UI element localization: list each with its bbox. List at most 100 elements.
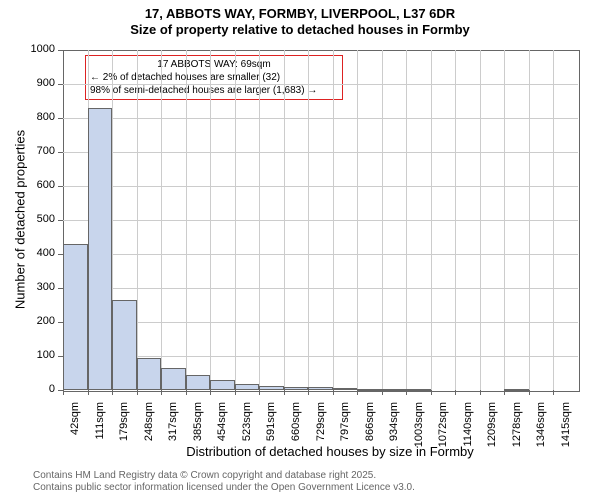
gridline-v: [210, 50, 211, 390]
histogram-bar: [382, 389, 407, 391]
annotation-line-1: 17 ABBOTS WAY: 69sqm: [90, 58, 338, 71]
x-tick: [63, 390, 64, 395]
y-tick: [58, 118, 63, 119]
histogram-bar: [357, 389, 382, 391]
annotation-line-3: 98% of semi-detached houses are larger (…: [90, 84, 338, 97]
gridline-v: [553, 50, 554, 390]
chart-container: 17, ABBOTS WAY, FORMBY, LIVERPOOL, L37 6…: [0, 0, 600, 500]
gridline-h: [63, 84, 578, 85]
histogram-bar: [259, 386, 284, 390]
y-tick: [58, 220, 63, 221]
x-tick-label: 1346sqm: [535, 402, 547, 452]
histogram-bar: [333, 388, 358, 390]
histogram-bar: [504, 389, 529, 391]
gridline-h: [63, 322, 578, 323]
annotation-box: 17 ABBOTS WAY: 69sqm ← 2% of detached ho…: [85, 55, 343, 100]
x-tick: [112, 390, 113, 395]
histogram-bar: [63, 244, 88, 390]
x-tick-label: 591sqm: [265, 402, 277, 452]
gridline-v: [308, 50, 309, 390]
gridline-h: [63, 220, 578, 221]
x-tick-label: 934sqm: [388, 402, 400, 452]
y-tick: [58, 152, 63, 153]
plot-area: [63, 50, 580, 392]
y-tick-label: 100: [23, 349, 55, 361]
x-tick-label: 317sqm: [167, 402, 179, 452]
x-tick: [210, 390, 211, 395]
x-tick-label: 385sqm: [192, 402, 204, 452]
x-tick: [455, 390, 456, 395]
attribution-line-1: Contains HM Land Registry data © Crown c…: [33, 470, 415, 482]
y-tick-label: 600: [23, 179, 55, 191]
gridline-v: [186, 50, 187, 390]
histogram-bar: [284, 387, 309, 390]
gridline-h: [63, 254, 578, 255]
x-tick-label: 866sqm: [364, 402, 376, 452]
x-axis-label: Distribution of detached houses by size …: [160, 444, 500, 459]
y-tick: [58, 84, 63, 85]
gridline-v: [333, 50, 334, 390]
y-tick-label: 500: [23, 213, 55, 225]
attribution-line-2: Contains public sector information licen…: [33, 482, 415, 494]
x-tick-label: 42sqm: [69, 402, 81, 452]
x-tick-label: 1209sqm: [486, 402, 498, 452]
x-tick: [480, 390, 481, 395]
x-tick: [259, 390, 260, 395]
annotation-line-2: ← 2% of detached houses are smaller (32): [90, 71, 338, 84]
gridline-v: [137, 50, 138, 390]
gridline-v: [235, 50, 236, 390]
title-line-2: Size of property relative to detached ho…: [0, 22, 600, 38]
gridline-v: [431, 50, 432, 390]
x-tick: [333, 390, 334, 395]
x-tick-label: 248sqm: [143, 402, 155, 452]
x-tick-label: 1278sqm: [511, 402, 523, 452]
x-tick-label: 1003sqm: [413, 402, 425, 452]
x-tick: [382, 390, 383, 395]
gridline-v: [504, 50, 505, 390]
gridline-v: [529, 50, 530, 390]
x-tick: [308, 390, 309, 395]
gridline-v: [284, 50, 285, 390]
x-tick-label: 660sqm: [290, 402, 302, 452]
x-tick-label: 797sqm: [339, 402, 351, 452]
histogram-bar: [137, 358, 162, 390]
gridline-h: [63, 118, 578, 119]
x-tick-label: 1072sqm: [437, 402, 449, 452]
x-tick: [161, 390, 162, 395]
x-tick-label: 1415sqm: [560, 402, 572, 452]
y-tick-label: 0: [23, 383, 55, 395]
gridline-v: [357, 50, 358, 390]
histogram-bar: [406, 389, 431, 391]
chart-title: 17, ABBOTS WAY, FORMBY, LIVERPOOL, L37 6…: [0, 0, 600, 37]
attribution: Contains HM Land Registry data © Crown c…: [33, 470, 415, 494]
y-tick-label: 200: [23, 315, 55, 327]
x-tick: [88, 390, 89, 395]
x-tick-label: 523sqm: [241, 402, 253, 452]
gridline-v: [455, 50, 456, 390]
gridline-v: [382, 50, 383, 390]
y-tick-label: 1000: [23, 43, 55, 55]
histogram-bar: [186, 375, 211, 390]
gridline-h: [63, 186, 578, 187]
x-tick: [529, 390, 530, 395]
x-tick-label: 729sqm: [315, 402, 327, 452]
x-tick: [137, 390, 138, 395]
x-tick-label: 111sqm: [94, 402, 106, 452]
histogram-bar: [161, 368, 186, 390]
x-tick-label: 179sqm: [118, 402, 130, 452]
y-tick-label: 900: [23, 77, 55, 89]
x-tick: [235, 390, 236, 395]
x-tick: [284, 390, 285, 395]
gridline-h: [63, 152, 578, 153]
y-tick-label: 800: [23, 111, 55, 123]
histogram-bar: [112, 300, 137, 390]
y-tick-label: 300: [23, 281, 55, 293]
y-tick-label: 400: [23, 247, 55, 259]
x-tick: [553, 390, 554, 395]
x-tick: [186, 390, 187, 395]
gridline-v: [406, 50, 407, 390]
x-tick: [431, 390, 432, 395]
histogram-bar: [235, 384, 260, 390]
y-tick: [58, 50, 63, 51]
histogram-bar: [88, 108, 113, 390]
